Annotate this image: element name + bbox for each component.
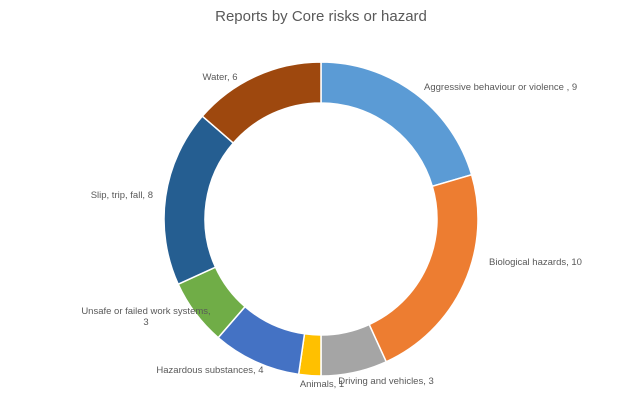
data-label-slip-trip-fall: Slip, trip, fall, 8 (91, 190, 153, 201)
data-label-aggressive-behaviour-or-violence: Aggressive behaviour or violence , 9 (424, 82, 577, 93)
data-label-unsafe-or-failed-work-systems: Unsafe or failed work systems, 3 (81, 306, 210, 328)
slice-biological-hazards[interactable] (368, 173, 479, 363)
chart-title: Reports by Core risks or hazard (215, 8, 427, 25)
data-label-animals: Animals, 1 (300, 379, 344, 390)
slice-aggressive-behaviour-or-violence[interactable] (320, 61, 473, 188)
slice-slip-trip-fall[interactable] (163, 115, 235, 286)
data-label-driving-and-vehicles: Driving and vehicles, 3 (338, 376, 434, 387)
slice-water[interactable] (201, 61, 322, 145)
data-label-water: Water, 6 (202, 72, 237, 83)
data-label-biological-hazards: Biological hazards, 10 (489, 257, 582, 268)
data-label-hazardous-substances: Hazardous substances, 4 (156, 365, 263, 376)
